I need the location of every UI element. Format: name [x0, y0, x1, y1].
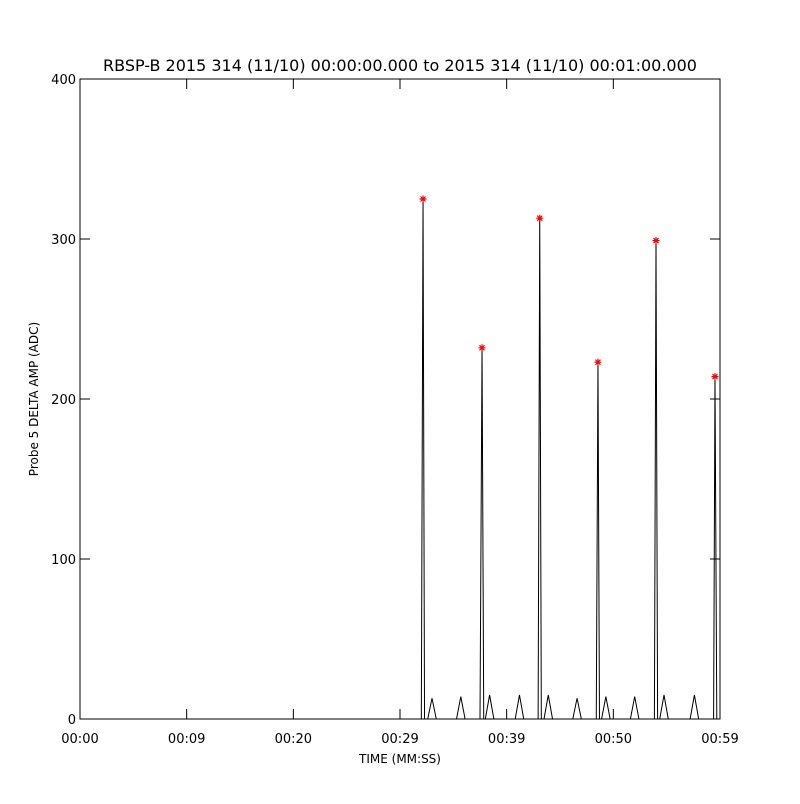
y-tick-label: 0	[68, 713, 76, 728]
y-axis-label: Probe 5 DELTA AMP (ADC)	[27, 322, 41, 476]
peak-marker	[478, 344, 486, 352]
peak-marker	[536, 214, 544, 222]
y-tick-label: 100	[51, 553, 76, 568]
x-tick-label: 00:39	[488, 732, 525, 747]
x-tick-label: 00:50	[595, 732, 632, 747]
peak-marker	[711, 373, 719, 381]
peak-marker	[419, 195, 427, 203]
plot-frame	[79, 78, 721, 720]
y-tick-label: 400	[51, 73, 76, 88]
x-tick-label: 00:09	[168, 732, 205, 747]
chart-title: RBSP-B 2015 314 (11/10) 00:00:00.000 to …	[103, 56, 697, 75]
x-tick-label: 00:20	[275, 732, 312, 747]
y-tick-label: 200	[51, 393, 76, 408]
peak-marker	[652, 237, 660, 245]
x-tick-label: 00:59	[701, 732, 738, 747]
x-tick-label: 00:29	[381, 732, 418, 747]
peak-marker	[594, 358, 602, 366]
y-tick-label: 300	[51, 233, 76, 248]
amplitude-line	[80, 198, 720, 720]
x-tick-label: 00:00	[61, 732, 98, 747]
x-axis-label: TIME (MM:SS)	[358, 752, 441, 766]
